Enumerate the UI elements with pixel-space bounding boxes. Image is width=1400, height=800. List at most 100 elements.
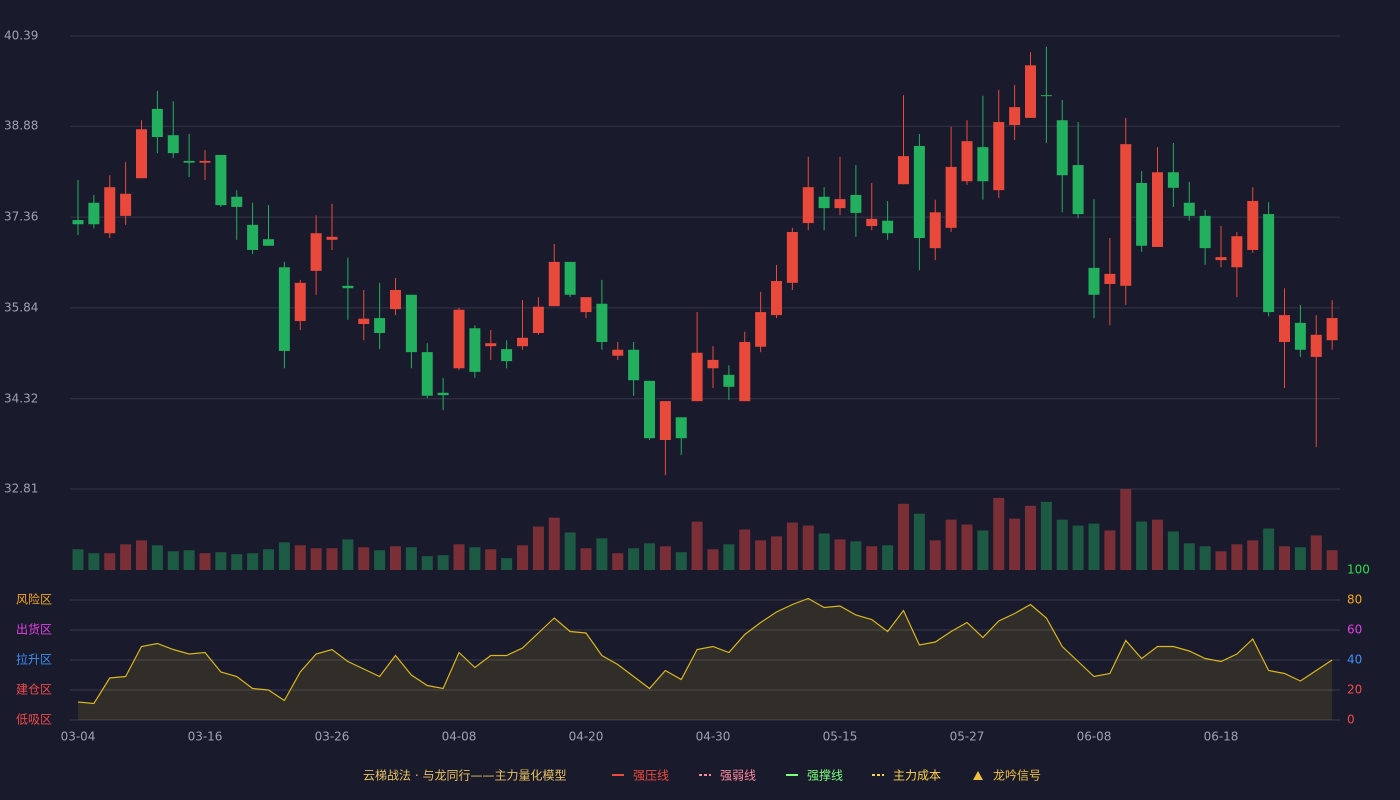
legend-title: 云梯战法 · 与龙同行——主力量化模型: [363, 769, 566, 783]
candle-body: [183, 160, 195, 163]
volume-bar: [136, 540, 147, 570]
candle-body: [294, 282, 306, 322]
volume-bar: [231, 554, 243, 570]
volume-bar: [1294, 547, 1306, 570]
volume-bar: [167, 551, 179, 570]
candle-body: [564, 261, 576, 295]
volume-bar: [88, 553, 100, 570]
volume-bar: [850, 541, 862, 570]
zone-label: 出货区: [16, 622, 52, 637]
indicator-line: [77, 597, 1333, 705]
candle-body: [1215, 257, 1227, 261]
volume-bar: [882, 545, 894, 570]
volume-bar: [548, 517, 560, 570]
volume-bar: [644, 543, 655, 570]
y-tick-label: 80: [1347, 593, 1362, 607]
volume-bar: [310, 548, 322, 570]
volume-bar: [517, 545, 528, 570]
volume-bar: [771, 536, 782, 570]
legend-label: 强撑线: [807, 768, 843, 783]
volume-bar: [532, 526, 544, 570]
candle-body: [548, 261, 560, 307]
volume-bar: [151, 545, 163, 570]
candle-body: [898, 156, 909, 185]
candle-body: [485, 343, 497, 347]
candle-body: [596, 303, 608, 342]
candle-body: [1199, 215, 1211, 249]
volume-bar: [691, 521, 703, 570]
candle-body: [866, 218, 878, 227]
volume-bar: [866, 546, 878, 570]
candle-body: [913, 145, 925, 238]
candle-body: [675, 417, 687, 439]
candle-body: [453, 309, 465, 369]
volume-bar: [1120, 489, 1132, 570]
x-tick-label: 04-20: [569, 730, 604, 744]
candle-body: [723, 374, 735, 387]
volume-bar: [945, 519, 957, 570]
volume-bar: [612, 553, 624, 570]
y-tick-label: 40.39: [4, 29, 38, 43]
volume-bar: [215, 552, 227, 570]
candle-body: [120, 193, 132, 216]
candle-body: [1152, 172, 1163, 247]
volume-bar: [1247, 540, 1259, 570]
volume-bar: [1136, 521, 1148, 570]
legend-label: 主力成本: [893, 769, 941, 783]
y-tick-label: 35.84: [4, 300, 38, 314]
candle-body: [215, 154, 227, 206]
volume-bar: [294, 545, 306, 570]
candle-body: [834, 199, 846, 209]
candle-body: [628, 349, 640, 381]
volume-bar: [1088, 523, 1100, 570]
volume-bar: [659, 546, 671, 570]
candle-body: [961, 141, 973, 182]
candle-body: [644, 380, 655, 439]
y-tick-label: 38.88: [4, 119, 38, 133]
y-tick-label: 20: [1347, 683, 1362, 697]
volume-bar: [1040, 501, 1052, 570]
candle-body: [1136, 183, 1148, 246]
volume-bar: [405, 547, 417, 570]
candle-body: [278, 267, 290, 351]
volume-bar: [358, 547, 370, 570]
volume-bar: [977, 530, 989, 570]
volume-bar: [961, 524, 973, 570]
volume-bar: [739, 529, 751, 570]
zone-label: 风险区: [16, 592, 52, 607]
candle-body: [151, 108, 163, 137]
candle-body: [532, 306, 544, 334]
volume-bar: [1167, 531, 1179, 570]
candle-body: [1009, 107, 1021, 126]
candle-body: [199, 160, 211, 163]
candle-body: [755, 312, 767, 347]
candle-body: [1231, 236, 1243, 268]
volume-bar: [1009, 518, 1021, 570]
candle-body: [786, 232, 798, 283]
candle-body: [1279, 315, 1290, 342]
volume-bar: [1025, 505, 1036, 570]
volume-bar: [120, 544, 132, 570]
candle-body: [231, 196, 243, 207]
volume-bar: [723, 544, 735, 570]
volume-bar: [485, 549, 497, 570]
volume-bar: [199, 553, 211, 570]
legend-label: 强弱线: [720, 769, 756, 783]
y-tick-label: 0: [1347, 713, 1355, 727]
zone-label: 建仓区: [16, 683, 52, 697]
volume-bar: [469, 547, 481, 570]
candle-body: [342, 285, 354, 289]
x-tick-label: 04-30: [696, 730, 731, 744]
candle-body: [1088, 267, 1100, 295]
volume-bar: [628, 548, 640, 570]
volume-bar: [898, 503, 909, 570]
candle-body: [374, 318, 386, 334]
candle-body: [1247, 200, 1259, 250]
volume-bar: [913, 513, 925, 570]
candle-body: [802, 187, 814, 224]
volume-bar: [929, 540, 941, 570]
x-tick-label: 03-04: [61, 730, 96, 744]
candle-body: [469, 328, 481, 372]
